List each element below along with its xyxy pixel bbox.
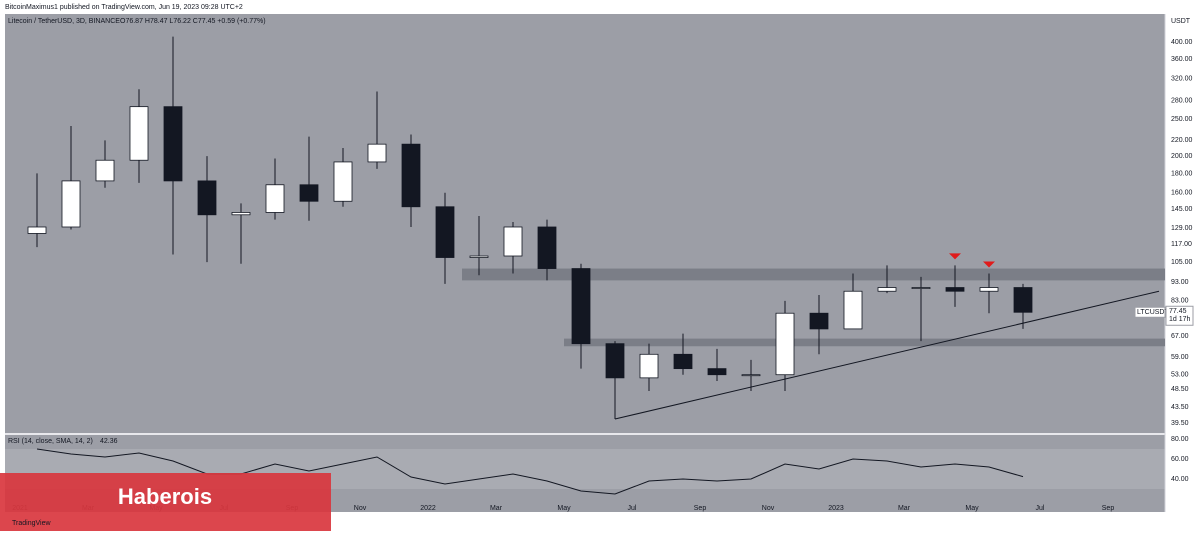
candle-body [401,143,421,208]
y-tick-label: 250.00 [1171,116,1193,123]
y-tick-label: 129.00 [1171,225,1193,232]
candle-body [605,343,625,379]
zone [462,268,1165,281]
candle-body [299,184,319,202]
candle-body [911,287,931,289]
x-tick-label: Jul [628,505,637,512]
candle-body [197,180,217,216]
y-tick-label: 83.00 [1171,298,1189,305]
candle-body [673,353,693,370]
x-tick-label: 2022 [420,505,436,512]
candle-body [27,226,47,234]
y-tick-label: 105.00 [1171,259,1193,266]
y-tick-label: 280.00 [1171,98,1193,105]
y-tick-label: 48.50 [1171,386,1189,393]
candle-body [843,290,863,330]
last-price: 77.45 [1169,308,1187,315]
candle-body [1013,287,1033,313]
x-tick-label: Jul [1036,505,1045,512]
trendline [614,290,1160,420]
x-tick-label: Mar [898,505,911,512]
y-tick-label: 220.00 [1171,137,1193,144]
watermark-box [0,473,331,531]
candle-body [231,212,251,216]
candle-body [571,268,591,345]
zone [564,338,1165,347]
x-tick-label: Nov [354,505,367,512]
price-pane [5,14,1165,433]
y-tick-label: 320.00 [1171,76,1193,83]
rsi-tick-label: 60.00 [1171,456,1189,463]
candle-body [741,374,761,377]
y-tick-label: 43.50 [1171,404,1189,411]
candle-body [639,353,659,379]
publisher-header: BitcoinMaximus1 published on TradingView… [5,4,243,11]
symbol-label: LTCUSDT [1137,309,1169,316]
x-tick-label: Sep [694,505,707,512]
candle-body [367,143,387,163]
rsi-tick-label: 80.00 [1171,436,1189,443]
candle-body [469,255,489,258]
candle-body [979,287,999,292]
top-marker [983,261,995,268]
candle-body [61,180,81,228]
y-tick-label: 59.00 [1171,354,1189,361]
candle-body [775,312,795,376]
candle-body [435,206,455,258]
y-tick-label: 400.00 [1171,39,1193,46]
y-tick-label: 160.00 [1171,190,1193,197]
x-tick-label: 2023 [828,505,844,512]
brand: TradingView [12,520,51,527]
watermark: Haberois [118,484,212,509]
countdown: 1d 17h [1169,316,1191,323]
candle-body [945,287,965,292]
x-tick-label: May [965,505,979,512]
top-marker [949,253,961,260]
y-tick-label: 117.00 [1171,241,1192,248]
x-tick-label: Mar [490,505,503,512]
candle-body [707,368,727,376]
rsi-title: RSI (14, close, SMA, 14, 2) [8,438,93,445]
rsi-tick-label: 40.00 [1171,476,1189,483]
y-tick-label: 93.00 [1171,279,1189,286]
candle-body [95,159,115,182]
x-tick-label: Sep [1102,505,1115,512]
symbol-tag [1134,306,1166,318]
rsi-value: 42.36 [100,438,118,445]
y-tick-label: 200.00 [1171,153,1193,160]
y-tick-label: 180.00 [1171,170,1193,177]
y-tick-label: 360.00 [1171,56,1193,63]
y-axis-unit: USDT [1171,18,1191,25]
candle-body [333,161,353,202]
candle-body [537,226,557,269]
y-tick-label: 53.00 [1171,372,1189,379]
chart-title: Litecoin / TetherUSD, 3D, BINANCE [8,18,120,25]
price-tag [1165,305,1194,326]
candle-body [809,312,829,330]
ohlc-legend: O76.87 H78.47 L76.22 C77.45 +0.59 (+0.77… [120,18,266,25]
y-tick-label: 67.00 [1171,333,1189,340]
y-tick-label: 39.50 [1171,420,1189,427]
candle-body [265,184,285,213]
rsi-line [36,448,1024,495]
candle-body [163,106,183,182]
candle-body [877,287,897,292]
x-tick-label: Nov [762,505,775,512]
x-tick-label: May [557,505,571,512]
candle-body [503,226,523,257]
y-tick-label: 145.00 [1171,206,1193,213]
candle-body [129,106,149,161]
